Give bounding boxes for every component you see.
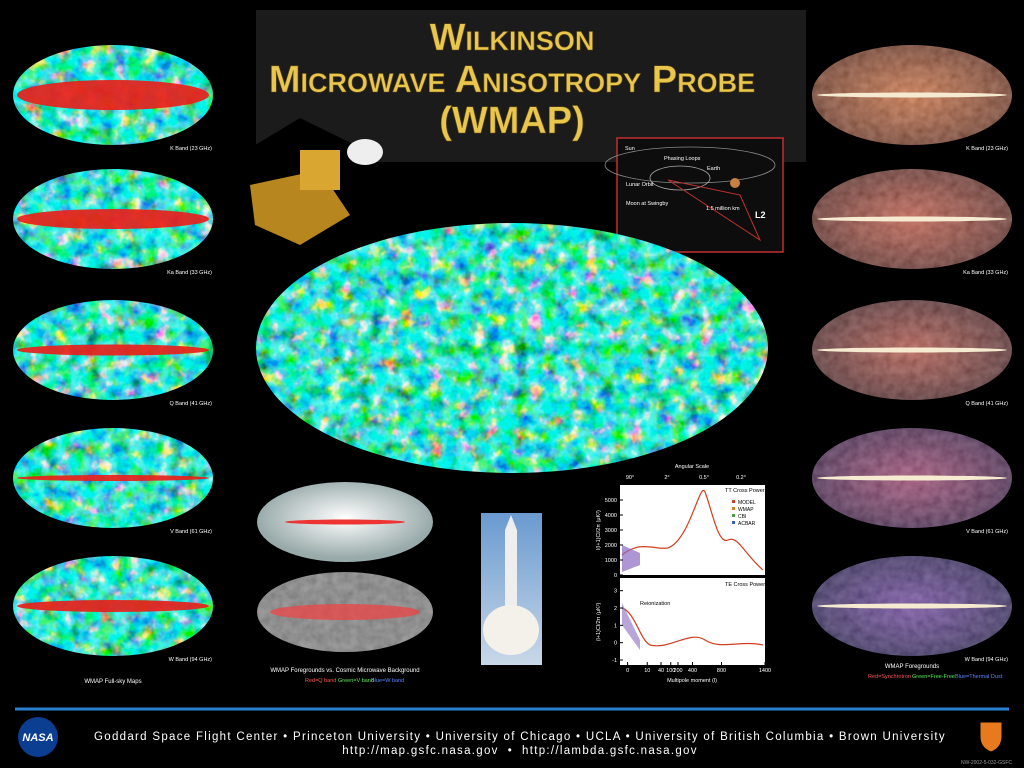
y-tick-label: 0 bbox=[614, 573, 617, 579]
panel-title: TT Cross Power Spectrum bbox=[725, 488, 790, 494]
legend-item: CBI bbox=[738, 514, 746, 520]
galactic-plane bbox=[817, 475, 1007, 481]
map-label: V Band (61 GHz) bbox=[170, 529, 212, 535]
orbit-label: Earth bbox=[707, 166, 720, 172]
institutions: Goddard Space Flight Center • Princeton … bbox=[94, 731, 946, 743]
orbit-label: Sun bbox=[625, 146, 635, 152]
galactic-plane bbox=[817, 347, 1007, 353]
angular-tick: 90° bbox=[626, 475, 634, 481]
orbit-label: 1.5 million km bbox=[706, 206, 740, 212]
cmb-map bbox=[256, 223, 768, 473]
galactic-plane bbox=[17, 209, 209, 229]
angular-tick: 2° bbox=[664, 475, 669, 481]
axis-title: Angular Scale bbox=[675, 464, 709, 470]
legend-swatch bbox=[732, 500, 735, 503]
legend-item: ACBAR bbox=[738, 521, 756, 527]
title-panel bbox=[256, 10, 806, 162]
title-line: Wilkinson bbox=[430, 17, 595, 59]
annotation: Reionization bbox=[640, 601, 670, 607]
legend-item: Blue=W band bbox=[371, 678, 404, 684]
axis-title: (l+1)Cl/2π (μK²) bbox=[596, 603, 602, 642]
x-tick-label: 400 bbox=[688, 668, 697, 674]
galactic-plane bbox=[270, 604, 420, 620]
y-tick-label: 0 bbox=[614, 641, 617, 647]
x-tick-label: 1400 bbox=[759, 668, 771, 674]
caption: WMAP Full-sky Maps bbox=[84, 679, 141, 685]
urls: http://map.gsfc.nasa.gov • http://lambda… bbox=[342, 745, 698, 757]
nasa-logo bbox=[18, 717, 58, 757]
x-tick-label: 40 bbox=[658, 668, 664, 674]
title-line: Microwave Anisotropy Probe bbox=[269, 59, 755, 101]
legend-item: MODEL bbox=[738, 500, 756, 506]
caption: WMAP Foregrounds bbox=[885, 664, 939, 670]
x-tick-label: 10 bbox=[644, 668, 650, 674]
cosmic-variance bbox=[622, 545, 640, 572]
legend-item: Red=Q band bbox=[305, 678, 336, 684]
orbit-label: Phasing Loops bbox=[664, 156, 701, 162]
map-label: Q Band (41 GHz) bbox=[966, 401, 1009, 407]
caption: WMAP Foregrounds vs. Cosmic Microwave Ba… bbox=[270, 668, 419, 674]
axis-title: Multipole moment (l) bbox=[667, 678, 717, 684]
galactic-plane bbox=[17, 600, 209, 612]
orbit-label: Lunar Orbit bbox=[626, 182, 654, 188]
galactic-plane bbox=[17, 80, 209, 110]
legend-item: Red=Synchrotron bbox=[868, 674, 911, 680]
y-tick-label: 2000 bbox=[605, 543, 617, 549]
map-label: V Band (61 GHz) bbox=[966, 529, 1008, 535]
legend-item: Green=Free-Free bbox=[912, 674, 955, 680]
y-tick-label: -1 bbox=[612, 658, 617, 664]
orbit-label: Moon at Swingby bbox=[626, 201, 668, 207]
tt-panel bbox=[620, 485, 765, 575]
galactic-plane bbox=[817, 92, 1007, 98]
legend-swatch bbox=[732, 507, 735, 510]
x-tick-label: 0 bbox=[626, 668, 629, 674]
poster-code: NW-2002-5-032-GSFC bbox=[961, 760, 1012, 766]
x-tick-label: 200 bbox=[673, 668, 682, 674]
power-spectrum bbox=[620, 485, 765, 665]
rocket-photo bbox=[481, 513, 542, 665]
galactic-plane bbox=[17, 475, 209, 481]
map-label: Ka Band (33 GHz) bbox=[167, 270, 212, 276]
galactic-plane bbox=[17, 344, 209, 356]
tt-curve bbox=[621, 489, 764, 571]
angular-tick: 0.5° bbox=[699, 475, 709, 481]
logo-text: NASA bbox=[22, 732, 53, 744]
legend-item: Blue=Thermal Dust bbox=[955, 674, 1003, 680]
map-label: W Band (94 GHz) bbox=[965, 657, 1009, 663]
y-tick-label: 2 bbox=[614, 606, 617, 612]
legend-item: WMAP bbox=[738, 507, 754, 513]
map-label: Q Band (41 GHz) bbox=[170, 401, 213, 407]
y-tick-label: 1 bbox=[614, 623, 617, 629]
y-tick-label: 5000 bbox=[605, 498, 617, 504]
princeton-shield bbox=[979, 721, 1003, 753]
legend-swatch bbox=[732, 521, 735, 524]
y-tick-label: 3000 bbox=[605, 528, 617, 534]
map-label: K Band (23 GHz) bbox=[966, 146, 1008, 152]
galactic-plane bbox=[817, 216, 1007, 222]
title-line: (WMAP) bbox=[439, 100, 585, 142]
cosmic-variance bbox=[622, 603, 640, 650]
map-label: Ka Band (33 GHz) bbox=[963, 270, 1008, 276]
galactic-plane bbox=[285, 519, 405, 525]
angular-tick: 0.2° bbox=[736, 475, 746, 481]
y-tick-label: 1000 bbox=[605, 558, 617, 564]
x-tick-label: 800 bbox=[717, 668, 726, 674]
map-label: K Band (23 GHz) bbox=[170, 146, 212, 152]
map-label: W Band (94 GHz) bbox=[169, 657, 213, 663]
panel-title: TE Cross Power Spectrum bbox=[725, 582, 791, 588]
x-tick-label: 100 bbox=[666, 668, 675, 674]
orbit-label: L2 bbox=[755, 210, 766, 220]
te-curve bbox=[621, 607, 764, 647]
galactic-plane bbox=[817, 603, 1007, 609]
te-panel bbox=[620, 578, 765, 665]
legend-swatch bbox=[732, 514, 735, 517]
orbit-diagram bbox=[604, 137, 784, 253]
y-tick-label: 4000 bbox=[605, 513, 617, 519]
legend-item: Green=V band bbox=[338, 678, 374, 684]
y-tick-label: 3 bbox=[614, 589, 617, 595]
axis-title: l(l+1)Cl/2π (μK²) bbox=[596, 510, 602, 550]
satellite-image bbox=[222, 118, 383, 262]
